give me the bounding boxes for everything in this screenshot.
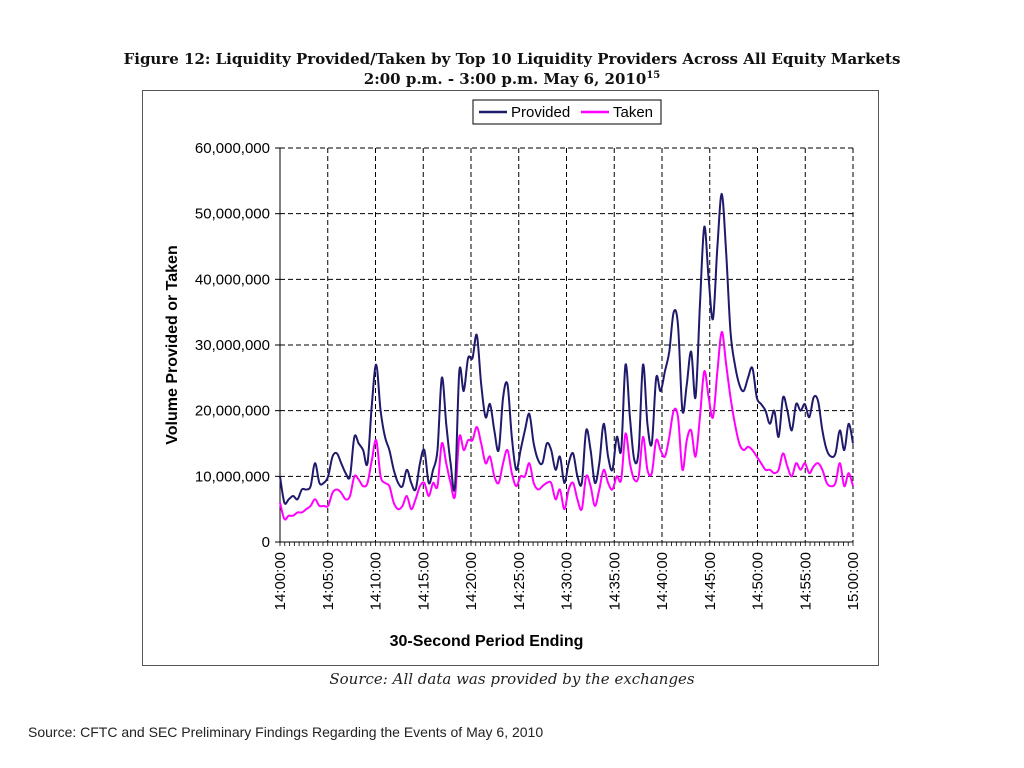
x-tick-label: 14:55:00 [797,552,814,610]
x-tick-label: 14:05:00 [320,552,337,610]
x-tick-label: 14:10:00 [368,552,385,610]
x-tick-label: 14:40:00 [654,552,671,610]
legend-item-taken-label: Taken [613,104,653,121]
x-tick-label: 14:20:00 [463,552,480,610]
series-line-provided [279,192,854,505]
legend: Provided Taken [472,99,662,125]
x-tick-label: 14:50:00 [750,552,767,610]
legend-item-provided-label: Provided [511,104,570,121]
x-tick-label: 14:30:00 [559,552,576,610]
x-axis-title: 30-Second Period Ending [390,633,584,650]
y-tick-label: 60,000,000 [195,140,270,157]
figure-subtitle-main: 2:00 p.m. - 3:00 p.m. May 6, 2010 [363,70,647,88]
figure-source-note: Source: All data was provided by the exc… [329,670,695,688]
chart-frame: 0 10,000,000 20,000,000 30,000,000 40,000,00… [142,90,879,666]
x-tick-label: 14:25:00 [511,552,528,610]
x-tick-label: 15:00:00 [845,552,862,610]
figure-subtitle: 2:00 p.m. - 3:00 p.m. May 6, 201015 [0,70,1024,88]
y-tick-label: 10,000,000 [195,468,270,485]
slide-source-footer: Source: CFTC and SEC Preliminary Finding… [28,724,544,740]
y-tick-label: 30,000,000 [195,337,270,354]
y-tick-label: 0 [262,534,270,551]
y-axis-title: Volume Provided or Taken [164,245,181,444]
footnote-marker: 15 [646,70,661,81]
x-tick-label: 14:15:00 [415,552,432,610]
figure-title: Figure 12: Liquidity Provided/Taken by T… [123,50,901,68]
x-tick-label: 14:35:00 [606,552,623,610]
series-line-taken [279,330,854,521]
chart-svg: 0 10,000,000 20,000,000 30,000,000 40,000,00… [164,99,862,650]
x-tick-label: 14:00:00 [272,552,289,610]
y-tick-label: 40,000,000 [195,271,270,288]
y-tick-label: 20,000,000 [195,403,270,420]
y-tick-label: 50,000,000 [195,206,270,223]
x-tick-label: 14:45:00 [702,552,719,610]
